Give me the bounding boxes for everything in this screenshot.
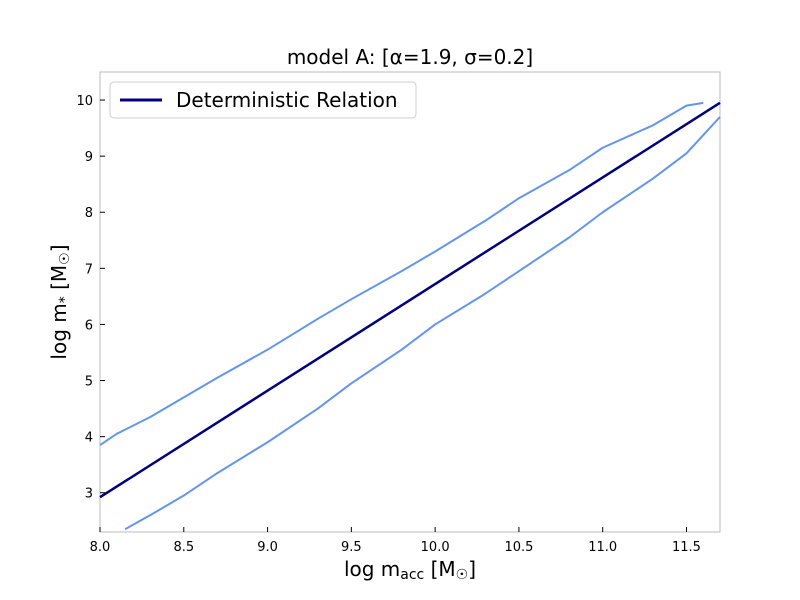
x-axis-label: log macc [M☉]: [344, 557, 476, 583]
lower-contour-line: [124, 116, 721, 531]
series-layer: [99, 101, 721, 531]
x-ticks: 8.0 8.5 9.0 9.5 10.0 10.5 11.0 11.5: [90, 527, 701, 555]
x-tick-label: 11.5: [672, 540, 701, 555]
deterministic-relation-line: [99, 101, 721, 499]
legend: Deterministic Relation: [109, 81, 417, 119]
legend-label-deterministic: Deterministic Relation: [176, 88, 398, 112]
y-tick-label: 4: [85, 431, 93, 446]
x-tick-label: 8.5: [173, 540, 194, 555]
plot-frame: [99, 71, 721, 533]
y-tick-label: 8: [85, 206, 93, 221]
y-tick-label: 9: [85, 150, 93, 165]
y-ticks: 3 4 5 6 7 8 9 10: [76, 94, 105, 502]
chart-title: model A: [α=1.9, σ=0.2]: [287, 45, 533, 69]
x-tick-label: 8.0: [90, 540, 111, 555]
legend-box: [109, 81, 417, 119]
x-tick-label: 10.5: [504, 540, 533, 555]
plot-area: 8.0 8.5 9.0 9.5 10.0 10.5 11.0 11.5 3 4 5 6 7 8 9 10: [76, 71, 721, 555]
x-tick-label: 10.0: [421, 540, 450, 555]
y-tick-label: 3: [85, 487, 93, 502]
x-tick-label: 11.0: [588, 540, 617, 555]
y-tick-label: 6: [85, 318, 93, 333]
x-tick-label: 9.0: [257, 540, 278, 555]
y-tick-label: 10: [76, 94, 93, 109]
x-tick-label: 9.5: [341, 540, 362, 555]
upper-contour-line: [99, 101, 704, 446]
y-axis-label: log m* [M☉]: [47, 244, 73, 359]
y-tick-label: 7: [85, 262, 93, 277]
y-tick-label: 5: [85, 375, 93, 390]
